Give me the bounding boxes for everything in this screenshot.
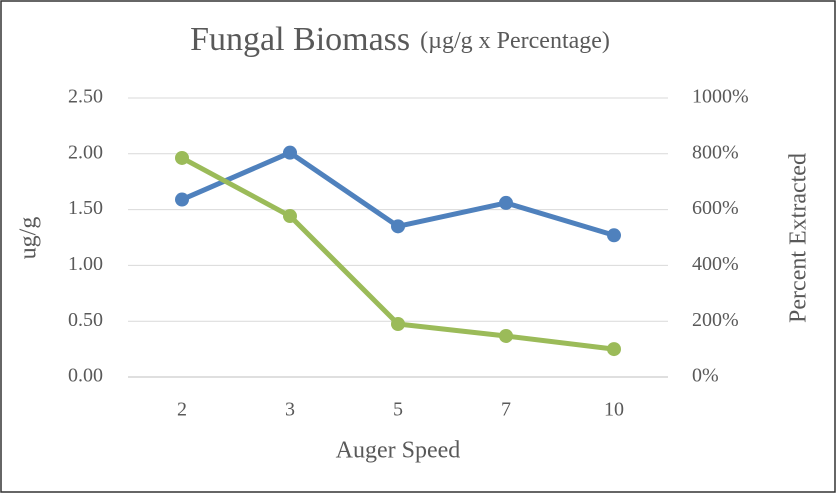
x-axis-label: Auger Speed	[336, 438, 461, 464]
chart-title-units: (µg/g x Percentage)	[420, 28, 610, 54]
y-tick-label: 0.00	[68, 365, 103, 387]
chart-title-group: Fungal Biomass (µg/g x Percentage)	[190, 21, 610, 58]
x-tick-label: 10	[604, 399, 624, 421]
series-point	[607, 228, 621, 243]
series-point	[607, 342, 621, 357]
chart-title: Fungal Biomass	[190, 21, 410, 58]
y-axis-label: ug/g	[16, 217, 42, 260]
x-tick-label: 2	[177, 399, 187, 421]
series-point	[283, 145, 297, 160]
series-point	[175, 150, 189, 165]
series-point	[499, 328, 513, 343]
series-point	[391, 316, 405, 331]
series-point	[391, 219, 405, 234]
y-tick-label: 2.00	[68, 141, 103, 163]
y2-tick-label: 200%	[692, 309, 739, 331]
series-point	[283, 209, 297, 224]
y2-tick-label: 400%	[692, 253, 739, 275]
x-tick-label: 5	[393, 399, 403, 421]
y2-tick-label: 800%	[692, 141, 739, 163]
y-tick-label: 1.50	[68, 197, 103, 219]
x-tick-label: 7	[501, 399, 511, 421]
y-tick-label: 1.00	[68, 253, 103, 275]
y2-tick-label: 0%	[692, 365, 719, 387]
y-tick-label: 0.50	[68, 309, 103, 331]
y2-axis-label: Percent Extracted	[786, 153, 812, 323]
series-point	[499, 195, 513, 210]
series-point	[175, 192, 189, 207]
x-tick-label: 3	[285, 399, 295, 421]
y2-tick-label: 600%	[692, 197, 739, 219]
y2-tick-label: 1000%	[692, 86, 749, 108]
y-tick-label: 2.50	[68, 86, 103, 108]
